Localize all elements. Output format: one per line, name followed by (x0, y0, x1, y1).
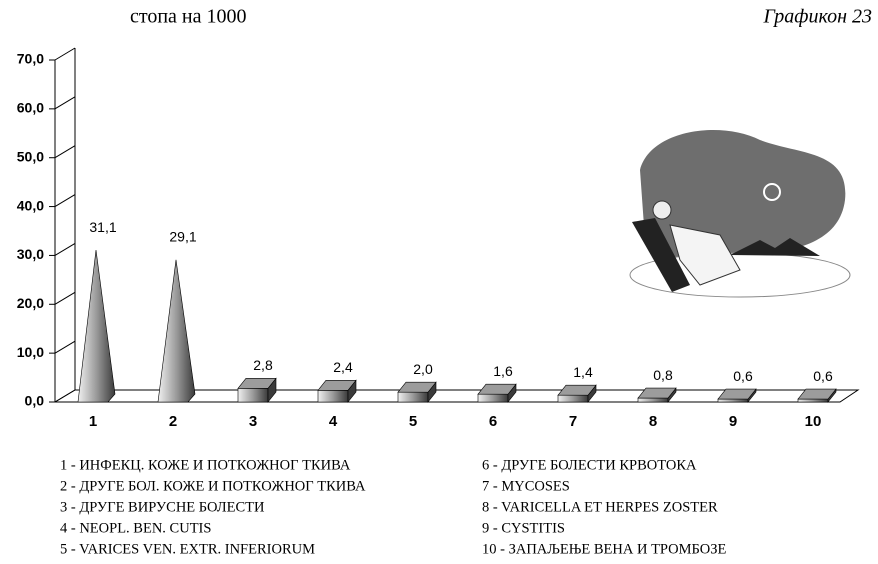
bar (797, 388, 837, 403)
wall-tick (54, 47, 76, 61)
y-tick-label: 0,0 (25, 393, 45, 409)
wall-tick (54, 194, 76, 208)
bar-face (557, 384, 597, 396)
value-label: 1,6 (493, 363, 513, 379)
illustration (629, 130, 851, 298)
bar-face (317, 379, 357, 391)
bar (77, 250, 116, 403)
x-tick-label: 7 (569, 413, 577, 430)
bar (237, 377, 277, 403)
legend-item: 7 - MYCOSES (482, 478, 570, 494)
legend-item: 3 - ДРУГЕ ВИРУСНЕ БОЛЕСТИ (60, 499, 265, 515)
y-tick-label: 40,0 (17, 197, 44, 213)
bar-face (237, 378, 277, 389)
value-label: 2,8 (253, 357, 273, 373)
bar-face (397, 381, 437, 393)
legend-item: 8 - VARICELLA ET HERPES ZOSTER (482, 499, 718, 515)
bar-face (557, 394, 589, 403)
y-tick-label: 10,0 (17, 344, 44, 360)
y-label: стопа на 1000 (130, 6, 247, 28)
value-label: 0,8 (653, 367, 673, 383)
y-tick-label: 60,0 (17, 100, 44, 116)
y-tick-label: 50,0 (17, 148, 44, 164)
wall-tick (54, 96, 76, 110)
bar (557, 384, 597, 403)
bar (477, 383, 517, 403)
bar-face (717, 398, 749, 403)
x-tick-label: 5 (409, 413, 417, 430)
x-tick-label: 4 (329, 413, 338, 430)
wall-tick (54, 340, 76, 354)
x-tick-label: 8 (649, 413, 657, 430)
bar-face (477, 393, 509, 403)
x-tick-label: 9 (729, 413, 737, 430)
bar-face (797, 398, 829, 403)
legend-item: 6 - ДРУГЕ БОЛЕСТИ КРВОТОКА (482, 457, 697, 473)
legend-item: 2 - ДРУГЕ БОЛ. КОЖЕ И ПОТКОЖНОГ ТКИВА (60, 478, 366, 494)
value-label: 2,4 (333, 359, 353, 375)
bar (317, 379, 357, 403)
x-tick-label: 3 (249, 413, 257, 430)
wall-tick (54, 389, 76, 403)
x-tick-label: 6 (489, 413, 497, 430)
legend-item: 5 - VARICES VEN. EXTR. INFERIORUM (60, 541, 315, 557)
wall-tick (54, 242, 76, 256)
value-label: 1,4 (573, 364, 593, 380)
bar-face (637, 387, 677, 399)
y-tick-label: 30,0 (17, 246, 44, 262)
legend-item: 4 - NEOPL. BEN. CUTIS (60, 520, 211, 536)
bar-face (637, 397, 669, 403)
y-tick-label: 70,0 (17, 51, 44, 67)
y-tick-label: 20,0 (17, 295, 44, 311)
legend-item: 1 - ИНФЕКЦ. КОЖЕ И ПОТКОЖНОГ ТКИВА (60, 457, 351, 473)
value-label: 2,0 (413, 361, 433, 377)
bar (637, 387, 677, 403)
value-label: 0,6 (813, 368, 833, 384)
bar (717, 388, 757, 403)
x-tick-label: 1 (89, 413, 97, 430)
bar (157, 259, 196, 403)
bar-face (477, 383, 517, 395)
bar-face (797, 388, 837, 400)
x-tick-label: 2 (169, 413, 177, 430)
value-label: 0,6 (733, 368, 753, 384)
value-label: 29,1 (169, 229, 196, 245)
bar-face (317, 389, 349, 403)
chart-title: Графикон 23 (762, 6, 872, 28)
bar-face (397, 391, 429, 403)
bar-face (237, 388, 269, 403)
x-tick-label: 10 (805, 413, 822, 430)
legend-item: 9 - CYSTITIS (482, 520, 565, 536)
legend-item: 10 - ЗАПАЉЕЊЕ ВЕНА И ТРОМБОЗЕ (482, 541, 727, 557)
wall-tick (54, 291, 76, 305)
bar (397, 381, 437, 403)
value-label: 31,1 (89, 219, 116, 235)
wall-tick (54, 145, 76, 159)
bar-face (717, 388, 757, 400)
